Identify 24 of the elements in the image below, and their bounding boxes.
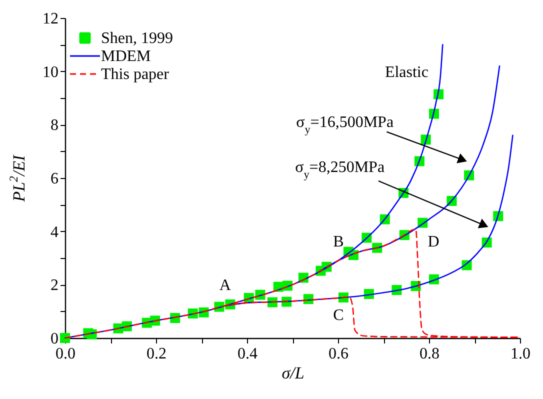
x-tick-label: 0.8 — [420, 346, 440, 362]
annotation: A — [219, 277, 232, 294]
x-axis-title: σ/L — [282, 364, 304, 382]
legend-label: MDEM — [101, 48, 151, 65]
annotation: C — [333, 307, 344, 324]
legend-label: Shen, 1999 — [101, 30, 173, 47]
y-tick-label: 2 — [50, 277, 58, 294]
annotation: Elastic — [384, 64, 428, 82]
x-tick-label: 0.2 — [146, 346, 166, 362]
x-tick-label: 0.6 — [328, 346, 348, 362]
legend-label: This paper — [101, 66, 170, 83]
x-tick-label: 0.4 — [238, 346, 258, 362]
x-tick-label: 1.0 — [510, 346, 530, 362]
annotation: B — [333, 234, 344, 251]
annotation: σ$_{y}$=8,250MPa — [295, 158, 385, 181]
y-tick-label: 8 — [50, 117, 58, 134]
annotation: D — [428, 234, 440, 251]
y-tick-label: 4 — [50, 224, 58, 241]
y-tick-label: 0 — [50, 330, 58, 348]
annotation: σ$_{y}$=16,500MPa — [296, 114, 394, 136]
x-tick-label: 0.0 — [56, 346, 76, 362]
y-tick-label: 12 — [42, 10, 58, 28]
y-tick-label: 6 — [50, 170, 58, 188]
y-tick-label: 10 — [42, 64, 58, 81]
